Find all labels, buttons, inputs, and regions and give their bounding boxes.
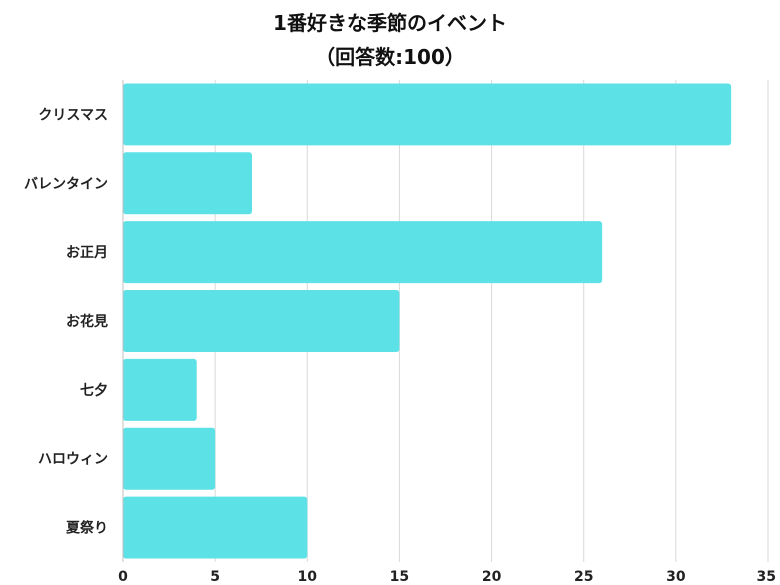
- x-tick-label: 35: [757, 569, 776, 585]
- category-label: 夏祭り: [66, 520, 108, 537]
- category-label: クリスマス: [38, 107, 108, 123]
- category-label: お正月: [66, 245, 108, 261]
- x-tick-label: 25: [574, 569, 593, 585]
- category-label: バレンタイン: [24, 176, 108, 192]
- x-tick-label: 15: [390, 569, 409, 585]
- bar: [123, 152, 252, 215]
- x-tick-label: 20: [482, 569, 502, 585]
- bar: [123, 221, 603, 284]
- category-label: 七夕: [80, 382, 108, 399]
- x-tick-label: 5: [210, 569, 220, 585]
- chart-subtitle: （回答数:100）: [315, 45, 465, 69]
- bar: [123, 427, 216, 490]
- bar: [123, 83, 732, 146]
- x-tick-label: 10: [298, 569, 318, 585]
- chart-title: 1番好きな季節のイベント: [273, 11, 507, 35]
- bar: [123, 358, 197, 421]
- bars: [123, 83, 732, 559]
- x-tick-labels: 0 5 10 15 20 25 30 35: [118, 569, 776, 585]
- bar: [123, 290, 400, 352]
- category-label: ハロウィン: [38, 452, 108, 468]
- bar: [123, 496, 308, 559]
- category-label: お花見: [66, 313, 108, 330]
- x-tick-label: 0: [118, 569, 128, 585]
- x-tick-label: 30: [666, 569, 686, 585]
